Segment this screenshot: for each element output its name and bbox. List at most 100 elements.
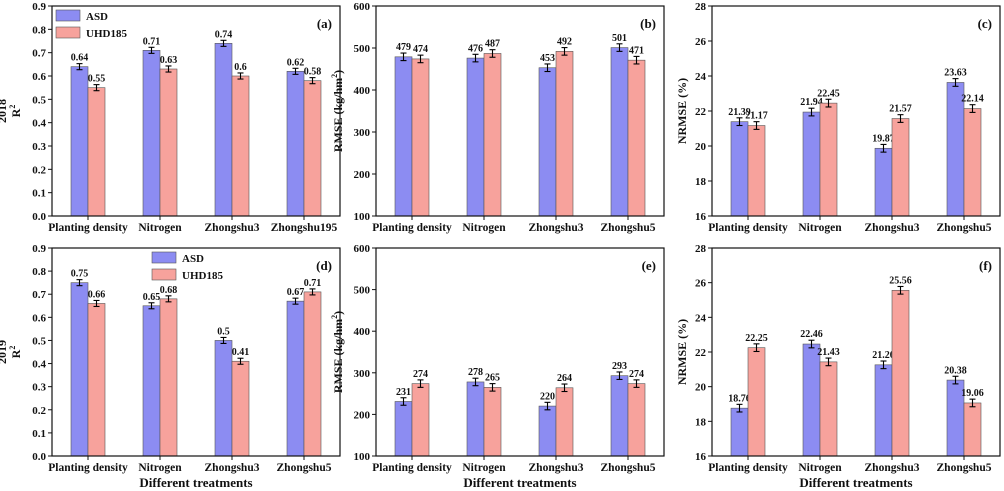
data-label: 0.41 <box>232 347 250 358</box>
legend-label-uhd185: UHD185 <box>182 270 223 282</box>
bar-uhd185 <box>411 383 430 457</box>
data-label: 0.75 <box>71 269 89 280</box>
data-label: 21.17 <box>745 111 768 122</box>
bar-asd <box>394 56 413 217</box>
bar-asd <box>730 121 749 217</box>
data-label: 19.87 <box>872 133 895 144</box>
bar-uhd185 <box>483 387 502 457</box>
y-axis-label: RMSE (kg/hm2) <box>330 311 345 393</box>
category-label: Nitrogen <box>462 222 506 234</box>
panel-label: (d) <box>316 258 332 273</box>
y-tick-label: 0.3 <box>32 382 46 394</box>
data-label: 0.55 <box>88 74 106 85</box>
category-label: Zhongshu3 <box>205 222 260 234</box>
legend-swatch-uhd185 <box>151 268 177 281</box>
legend-swatch-asd <box>55 9 81 22</box>
y-tick-label: 0.7 <box>32 48 46 60</box>
y-tick-label: 0.0 <box>32 211 46 223</box>
category-label: Nitrogen <box>798 462 842 474</box>
data-label: 231 <box>396 387 411 398</box>
data-label: 19.06 <box>961 388 984 399</box>
data-label: 0.68 <box>160 285 178 296</box>
y-tick-label: 0.9 <box>32 243 46 255</box>
data-label: 22.14 <box>961 94 984 105</box>
y-tick-label: 0.9 <box>32 1 46 13</box>
category-label: Planting density <box>48 462 128 474</box>
data-label: 265 <box>485 373 500 384</box>
bar-asd <box>802 343 821 457</box>
bar-asd <box>538 67 557 217</box>
bar-uhd185 <box>819 102 838 217</box>
data-label: 0.63 <box>160 55 178 66</box>
data-label: 479 <box>396 42 411 53</box>
y-axis-label: R2 <box>8 105 23 118</box>
y-tick-label: 0.1 <box>32 188 46 200</box>
category-label: Zhongshu3 <box>529 222 584 234</box>
bar-uhd185 <box>303 80 322 217</box>
bar-asd <box>874 147 893 217</box>
y-tick-label: 0.6 <box>32 71 46 83</box>
y-tick-label: 0.1 <box>32 428 46 440</box>
y-tick-label: 0.5 <box>32 94 46 106</box>
y-tick-label: 0.4 <box>32 359 46 371</box>
data-label: 274 <box>629 369 644 380</box>
y-tick-label: 0.4 <box>32 118 46 130</box>
panel-label: (e) <box>642 258 656 273</box>
data-label: 20.38 <box>944 365 967 376</box>
y-tick-label: 300 <box>354 368 371 380</box>
bar-uhd185 <box>159 68 178 217</box>
data-label: 21.43 <box>817 347 840 358</box>
y-axis-label: R2 <box>8 346 23 359</box>
category-label: Nitrogen <box>138 462 182 474</box>
bar-uhd185 <box>303 291 322 457</box>
panel-label: (f) <box>979 258 992 273</box>
y-tick-label: 26 <box>695 278 707 290</box>
data-label: 23.63 <box>944 68 967 79</box>
y-tick-label: 22 <box>695 347 707 359</box>
data-label: 22.45 <box>817 88 840 99</box>
category-label: Zhongshu5 <box>277 462 332 474</box>
bar-uhd185 <box>483 53 502 217</box>
data-label: 22.46 <box>800 329 823 340</box>
bar-uhd185 <box>963 402 982 457</box>
category-label: Nitrogen <box>138 222 182 234</box>
bar-asd <box>70 282 89 457</box>
data-label: 293 <box>612 361 627 372</box>
category-label: Zhongshu5 <box>601 222 656 234</box>
data-label: 0.5 <box>217 326 230 337</box>
panel-a: 0.0 0.1 0.2 0.3 0.4 0.5 0.6 0.7 0.8 0.9 0.64 0.55 Pl… <box>0 1 341 234</box>
y-tick-label: 18 <box>695 416 707 428</box>
panel-d: 0.0 0.1 0.2 0.3 0.4 0.5 0.6 0.7 0.8 0.9 0.75 0.66 Pl… <box>0 243 341 490</box>
bar-asd <box>610 375 629 457</box>
category-label: Zhongshu3 <box>205 462 260 474</box>
category-label: Zhongshu3 <box>865 462 920 474</box>
y-tick-label: 28 <box>695 1 707 13</box>
bar-uhd185 <box>87 303 106 457</box>
data-label: 0.71 <box>143 36 161 47</box>
bar-asd <box>802 111 821 217</box>
data-label: 0.67 <box>287 287 305 298</box>
year-label: 2019 <box>0 340 9 364</box>
data-label: 25.56 <box>889 275 912 286</box>
bar-uhd185 <box>963 108 982 217</box>
y-tick-label: 100 <box>354 211 371 223</box>
data-label: 278 <box>468 367 483 378</box>
bar-uhd185 <box>747 347 766 457</box>
y-tick-label: 500 <box>354 285 371 297</box>
data-label: 0.64 <box>71 53 89 64</box>
bar-asd <box>142 50 161 217</box>
data-label: 21.57 <box>889 104 912 115</box>
category-label: Zhongshu3 <box>865 222 920 234</box>
data-label: 22.25 <box>745 333 768 344</box>
category-label: Nitrogen <box>798 222 842 234</box>
data-label: 264 <box>557 373 572 384</box>
category-label: Zhongshu3 <box>529 462 584 474</box>
bar-asd <box>142 305 161 457</box>
data-label: 0.74 <box>215 29 233 40</box>
data-label: 476 <box>468 43 483 54</box>
panel-label: (a) <box>317 16 332 31</box>
y-tick-label: 20 <box>695 382 707 394</box>
bar-uhd185 <box>819 361 838 457</box>
